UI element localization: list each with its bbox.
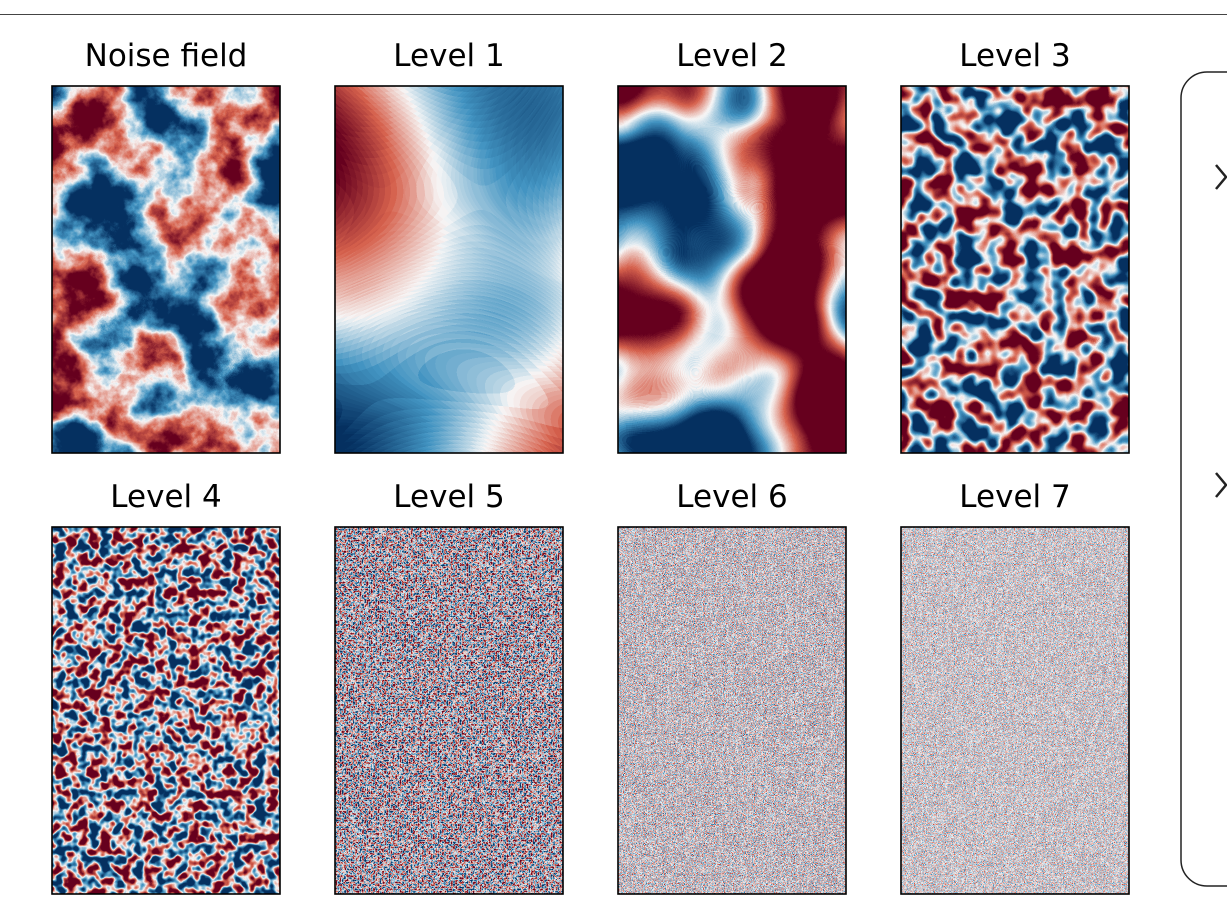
panel-title: Level 4 <box>110 479 221 515</box>
noise-image <box>618 527 846 894</box>
panel-title: Level 6 <box>676 479 787 515</box>
panel-title: Level 3 <box>959 38 1070 74</box>
panel-title: Level 5 <box>393 479 504 515</box>
panel-title: Level 1 <box>393 38 504 74</box>
noise-image <box>618 86 846 453</box>
noise-image <box>901 86 1129 453</box>
figure: Noise field Level 1 Level 2 Level 3 Level 4 L… <box>0 0 1227 901</box>
noise-image <box>52 527 280 894</box>
panel-title: Level 7 <box>959 479 1070 515</box>
noise-image <box>52 86 280 453</box>
noise-image <box>901 527 1129 894</box>
noise-image <box>335 86 563 453</box>
panel-title: Level 2 <box>676 38 787 74</box>
noise-image <box>335 527 563 894</box>
panel-title: Noise field <box>85 38 248 74</box>
page: {"panels": [ {"title": "Noise field"}, {… <box>0 0 1227 901</box>
